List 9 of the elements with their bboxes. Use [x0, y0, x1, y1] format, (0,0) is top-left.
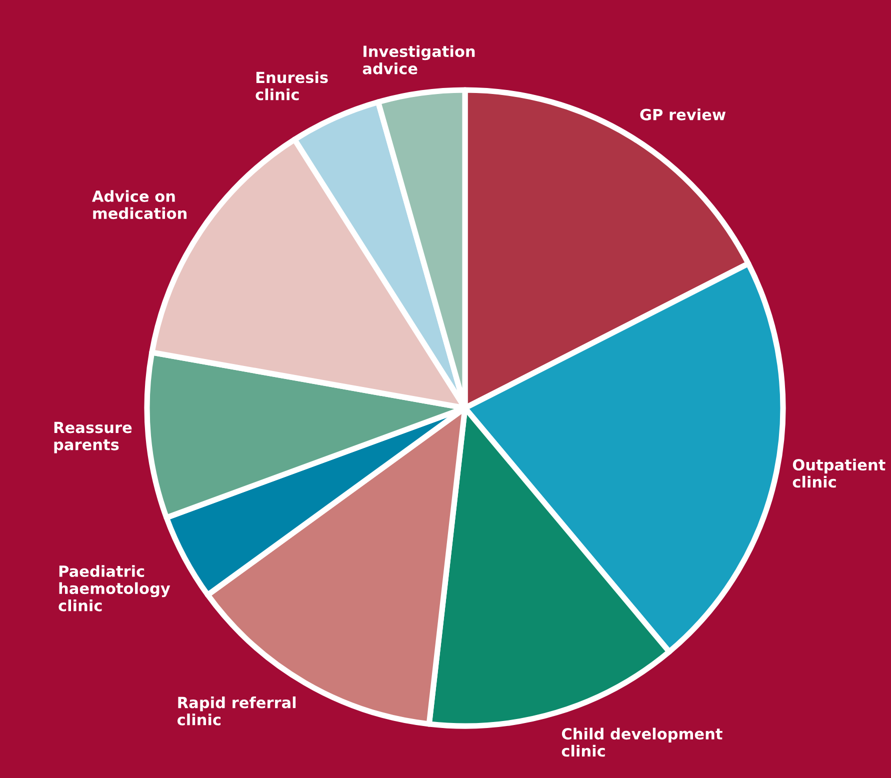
- slice-label: Advice on medication: [92, 190, 186, 220]
- slice-label: Paediatric haemotology clinic: [58, 565, 170, 612]
- slice-label: Outpatient clinic: [792, 458, 886, 488]
- slice-label: Rapid referral clinic: [177, 696, 296, 726]
- slice-label: Child development clinic: [562, 728, 722, 757]
- slice-label: Investigation advice: [362, 45, 475, 74]
- slice-label: Enuresis clinic: [256, 71, 328, 100]
- slice-label: GP review: [640, 108, 726, 120]
- slice-label: Reassure parents: [54, 422, 132, 454]
